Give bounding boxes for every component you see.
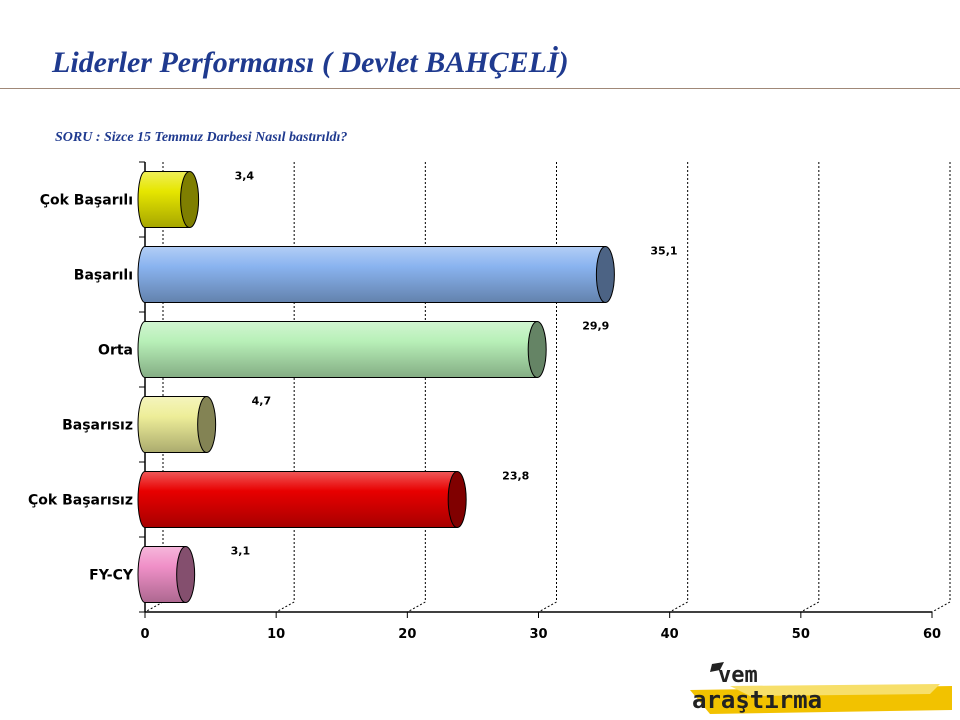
category-label: Çok Başarılı	[40, 193, 133, 209]
category-label: Başarısız	[62, 418, 133, 434]
category-label: Orta	[98, 343, 133, 359]
bar	[137, 471, 458, 528]
value-label: 29,9	[582, 320, 609, 333]
value-label: 3,1	[231, 545, 251, 558]
value-label: 3,4	[235, 170, 255, 183]
gridline-floor-40	[669, 601, 688, 613]
gridline-floor-30	[538, 601, 557, 613]
bar	[137, 246, 606, 303]
bar-end-cap	[595, 246, 615, 303]
x-tick-label: 20	[398, 627, 416, 642]
page-title: Liderler Performansı ( Devlet BAHÇELİ)	[52, 46, 569, 79]
value-label: 4,7	[252, 395, 271, 408]
bar-end-cap	[176, 546, 196, 603]
bar-end-cap	[180, 171, 200, 228]
x-tick-label: 10	[267, 627, 285, 642]
x-tick-label: 0	[140, 627, 149, 642]
bar-end-cap	[447, 471, 467, 528]
x-tick-label: 50	[792, 627, 810, 642]
logo-bottom-text: araştırma	[692, 686, 822, 714]
company-logo: vem araştırma	[690, 662, 952, 714]
gridline-floor-60	[931, 601, 951, 613]
floor-edge	[144, 601, 164, 613]
value-label: 35,1	[650, 245, 677, 258]
x-tick-label: 60	[923, 627, 941, 642]
x-tick-label: 40	[661, 627, 679, 642]
logo-top-text: vem	[718, 663, 758, 688]
category-label: FY-CY	[89, 568, 134, 584]
bar	[137, 321, 538, 378]
logo-accent-mark	[710, 662, 724, 672]
survey-question: SORU : Sizce 15 Temmuz Darbesi Nasıl bas…	[55, 130, 348, 145]
category-label: Başarılı	[74, 268, 133, 284]
logo-swoosh-highlight	[730, 684, 940, 696]
bar	[137, 396, 208, 453]
category-label: Çok Başarısız	[28, 493, 133, 509]
title-divider	[0, 88, 960, 89]
value-label: 23,8	[502, 470, 529, 483]
bar-end-cap	[527, 321, 547, 378]
gridline-floor-50	[800, 601, 820, 613]
x-tick-label: 30	[529, 627, 547, 642]
gridline-floor-10	[275, 601, 295, 613]
bar-chart: 0 10 20 30 40 50 60 Çok Başarılı 3,4 Başarılı 35,1…	[28, 161, 951, 642]
bar	[137, 546, 187, 603]
bar	[137, 171, 191, 228]
gridline-floor-20	[407, 601, 426, 613]
bar-end-cap	[197, 396, 217, 453]
